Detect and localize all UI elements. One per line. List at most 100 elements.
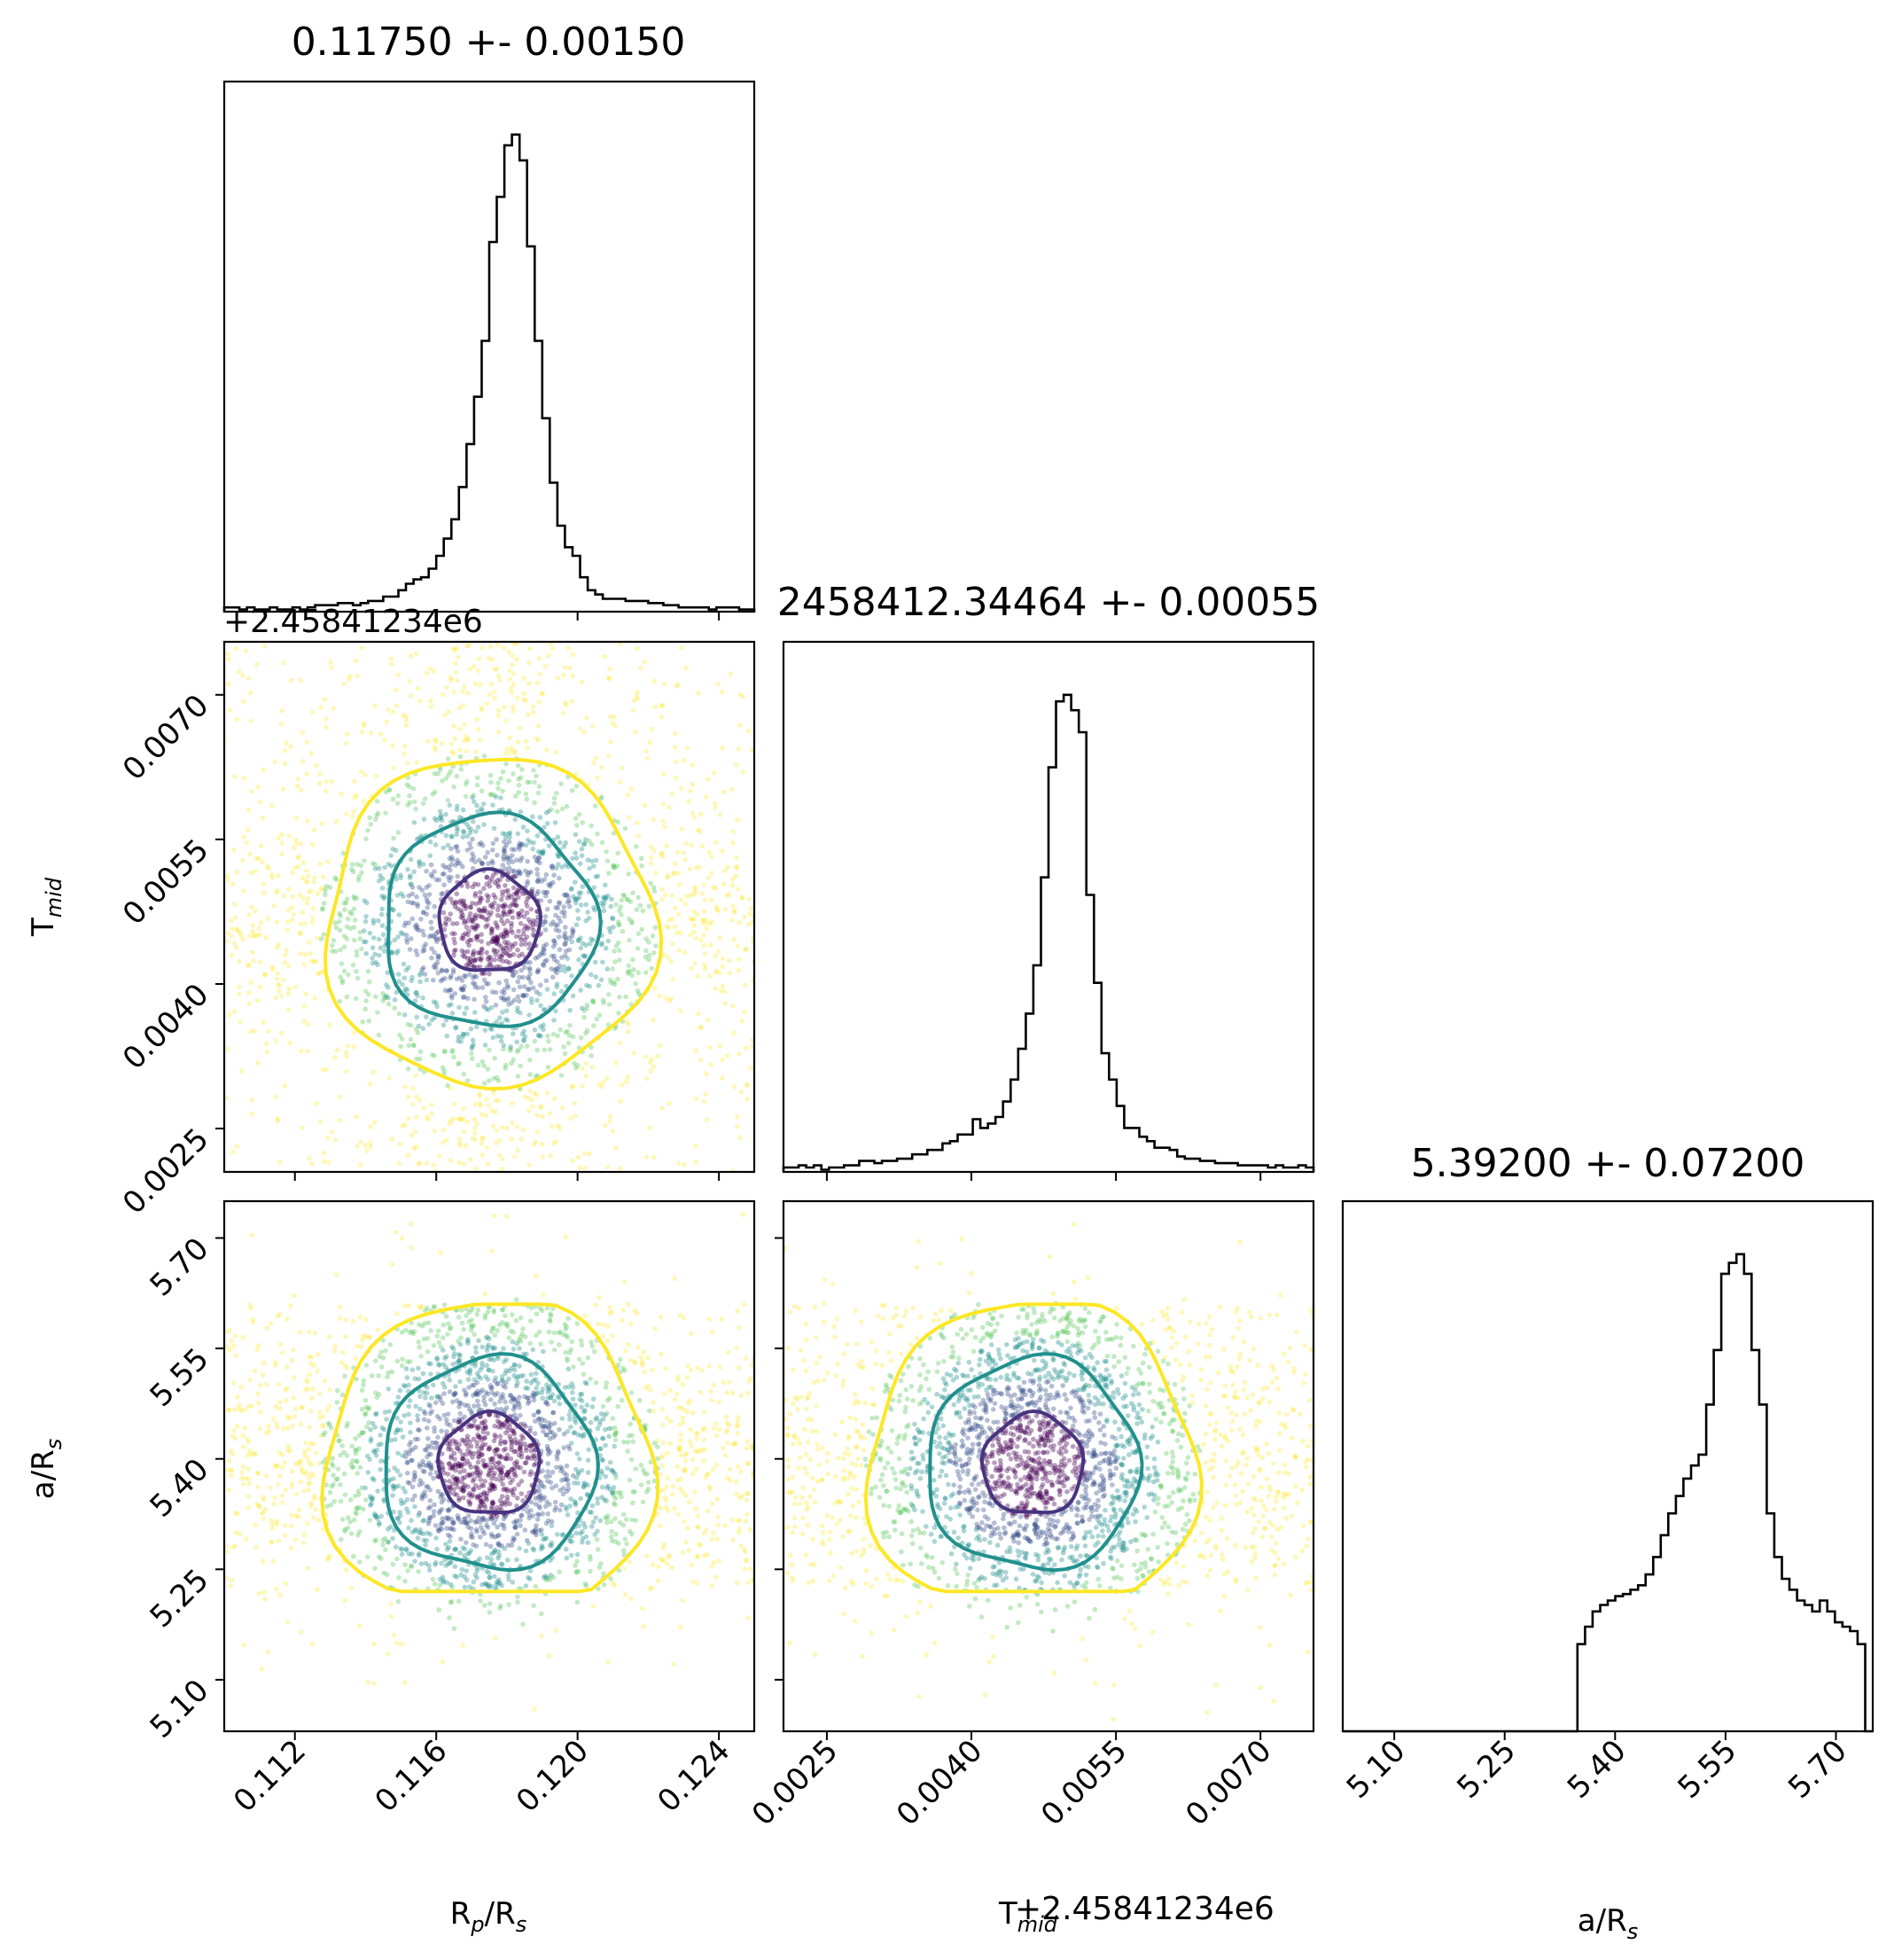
- scatter-point: [478, 1499, 484, 1504]
- scatter-point: [740, 694, 745, 699]
- scatter-point: [250, 1316, 255, 1322]
- scatter-point: [535, 878, 541, 884]
- scatter-point: [494, 1581, 499, 1588]
- scatter-point: [484, 874, 490, 880]
- scatter-point: [371, 1641, 378, 1647]
- scatter-point: [629, 920, 635, 926]
- scatter-point: [318, 1433, 324, 1439]
- scatter-point: [611, 1493, 617, 1499]
- scatter-point: [644, 1553, 650, 1559]
- scatter-point: [276, 835, 281, 841]
- scatter-point: [744, 1461, 751, 1466]
- scatter-point: [556, 915, 562, 921]
- scatter-point: [397, 1519, 402, 1526]
- scatter-point: [485, 1377, 491, 1382]
- scatter-point: [570, 652, 576, 658]
- scatter-point: [492, 1460, 498, 1465]
- scatter-point: [681, 758, 687, 763]
- scatter-point: [234, 926, 240, 932]
- scatter-point: [512, 1398, 518, 1403]
- scatter-point: [437, 1508, 443, 1514]
- scatter-point: [291, 1347, 296, 1353]
- scatter-point: [600, 1322, 606, 1328]
- scatter-point: [480, 801, 487, 807]
- scatter-point: [524, 1351, 529, 1357]
- scatter-point: [498, 1438, 503, 1444]
- scatter-point: [475, 950, 481, 956]
- scatter-point: [414, 1144, 419, 1150]
- scatter-point: [626, 815, 632, 820]
- scatter-point: [506, 893, 512, 898]
- scatter-point: [607, 666, 612, 672]
- scatter-point: [628, 1596, 635, 1602]
- scatter-point: [431, 999, 437, 1004]
- scatter-point: [543, 747, 550, 753]
- scatter-point: [452, 1477, 458, 1483]
- scatter-point: [535, 738, 542, 743]
- scatter-point: [720, 745, 725, 751]
- scatter-point: [536, 1416, 542, 1422]
- scatter-point: [655, 1053, 660, 1059]
- scatter-point: [548, 1152, 554, 1159]
- scatter-point: [713, 805, 718, 810]
- scatter-point: [465, 1550, 471, 1557]
- scatter-point: [393, 1230, 399, 1235]
- scatter-point: [495, 1533, 501, 1539]
- scatter-point: [666, 1100, 672, 1106]
- scatter-point: [439, 1560, 444, 1566]
- scatter-point: [424, 885, 430, 890]
- scatter-point: [334, 1047, 340, 1053]
- scatter-point: [409, 936, 414, 941]
- scatter-point: [610, 720, 615, 726]
- scatter-point: [555, 1033, 561, 1039]
- scatter-point: [552, 820, 558, 825]
- scatter-point: [492, 689, 497, 695]
- scatter-point: [487, 1078, 492, 1083]
- scatter-point: [274, 945, 280, 950]
- scatter-point: [495, 1078, 502, 1083]
- scatter-point: [495, 934, 502, 940]
- scatter-point: [477, 1434, 483, 1440]
- scatter-point: [542, 1417, 548, 1424]
- scatter-point: [534, 1113, 541, 1118]
- scatter-point: [344, 896, 350, 902]
- scatter-point: [533, 1527, 539, 1532]
- scatter-point: [483, 1581, 488, 1587]
- scatter-point: [518, 1373, 524, 1379]
- scatter-point: [447, 1461, 453, 1467]
- scatter-point: [350, 869, 356, 875]
- scatter-point: [520, 1372, 526, 1378]
- scatter-point: [246, 1439, 252, 1445]
- scatter-point: [536, 1488, 542, 1494]
- scatter-point: [418, 970, 424, 976]
- scatter-point: [691, 892, 697, 897]
- scatter-point: [507, 668, 512, 674]
- scatter-point: [589, 858, 595, 864]
- scatter-point: [477, 1503, 483, 1509]
- scatter-point: [575, 1154, 581, 1160]
- scatter-point: [436, 1362, 441, 1367]
- scatter-point: [437, 1416, 443, 1422]
- scatter-point: [599, 1456, 605, 1463]
- scatter-point: [357, 1464, 363, 1471]
- scatter-point: [424, 911, 430, 918]
- scatter-point: [280, 660, 286, 666]
- scatter-point: [417, 1322, 422, 1328]
- scatter-point: [678, 1486, 683, 1492]
- scatter-point: [225, 1046, 230, 1052]
- scatter-point: [351, 808, 356, 814]
- scatter-point: [540, 1113, 545, 1120]
- scatter-point: [481, 754, 487, 759]
- scatter-point: [731, 1084, 737, 1089]
- scatter-point: [686, 799, 691, 804]
- scatter-point: [555, 834, 561, 840]
- scatter-point: [658, 1505, 664, 1511]
- scatter-point: [327, 1489, 333, 1495]
- scatter-point: [316, 1415, 323, 1421]
- scatter-point: [409, 1245, 414, 1251]
- scatter-point: [467, 1472, 473, 1478]
- scatter-point: [533, 1461, 539, 1466]
- scatter-point: [253, 1451, 259, 1456]
- scatter-point: [619, 897, 625, 903]
- scatter-point: [558, 988, 565, 995]
